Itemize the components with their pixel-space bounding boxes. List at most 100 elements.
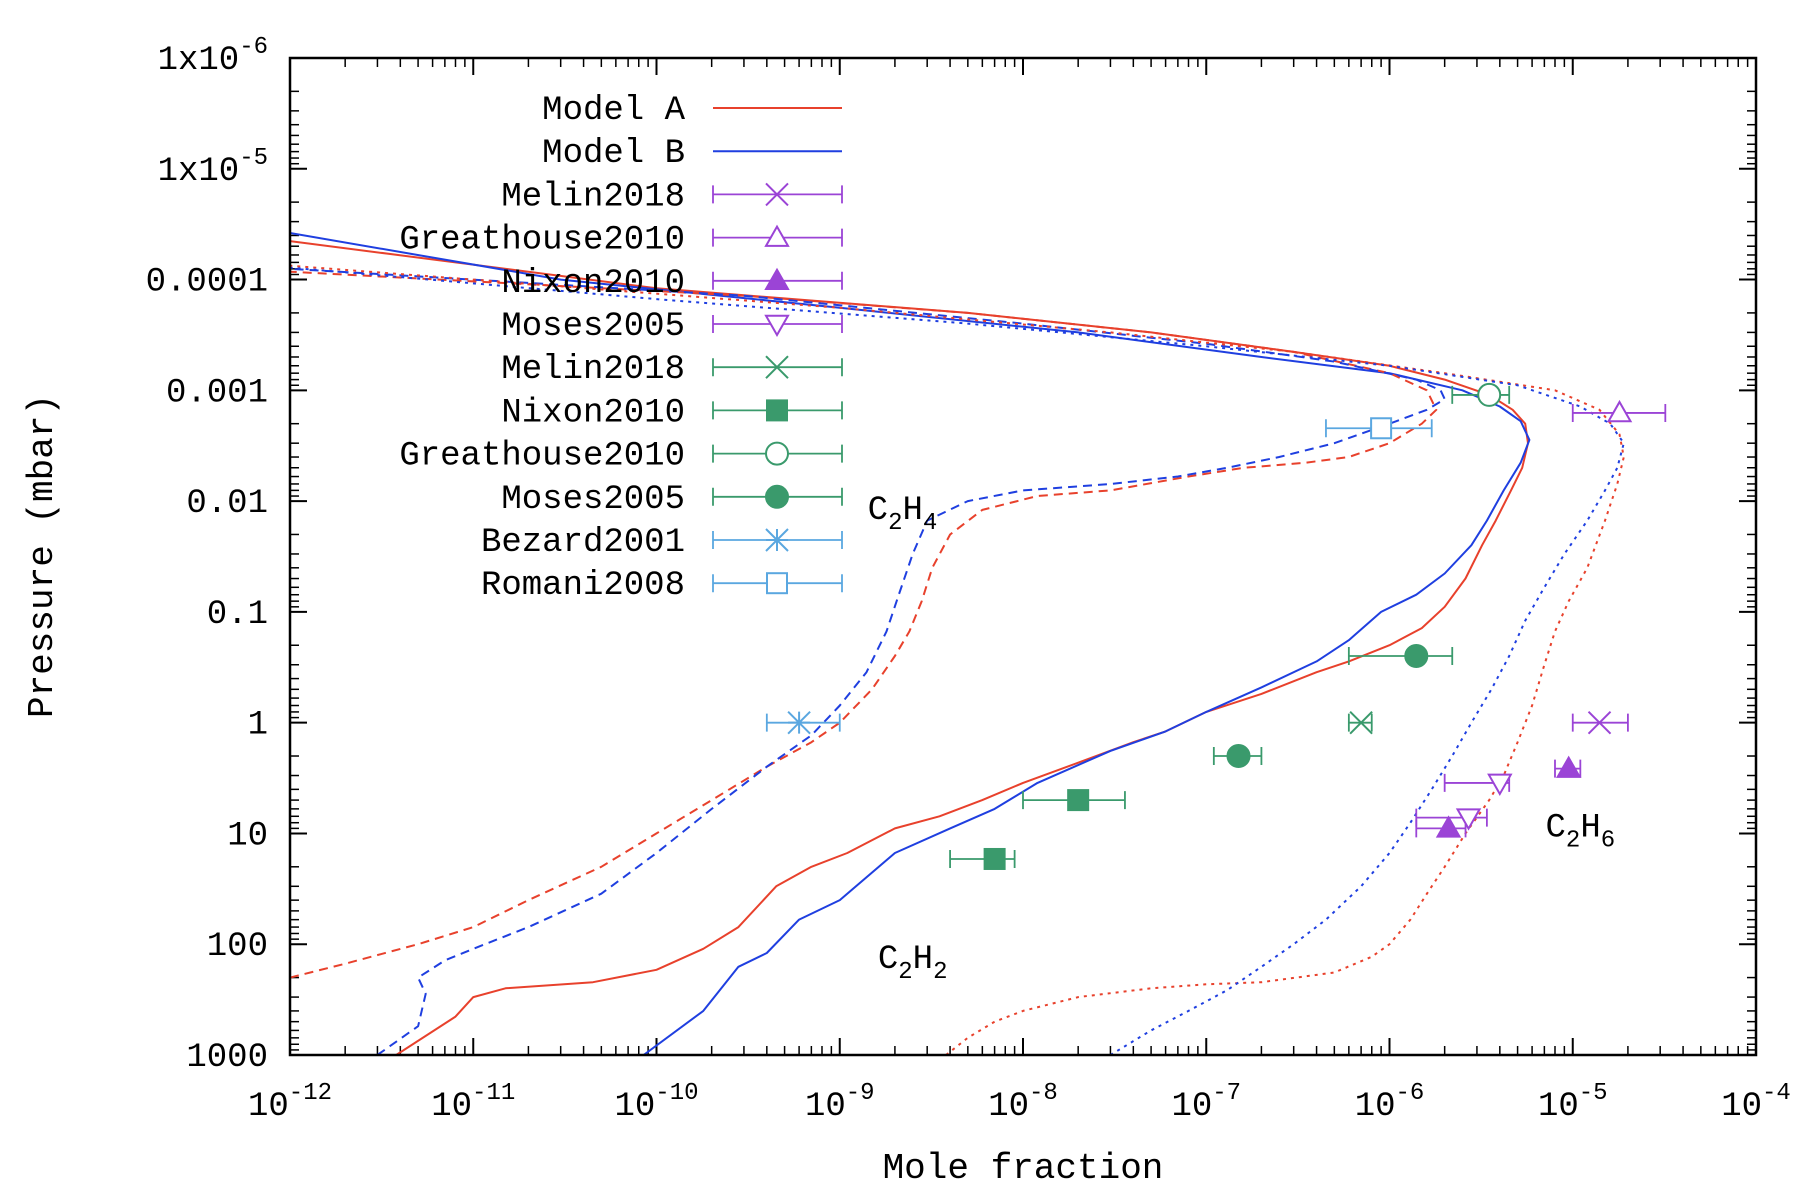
legend-label: Moses2005 <box>501 481 685 519</box>
marker-circle <box>765 441 789 466</box>
legend-entry: Moses2005 <box>501 308 843 346</box>
plot-background <box>290 58 1756 1055</box>
marker-square <box>766 399 788 422</box>
marker-asterisk <box>765 528 789 552</box>
legend-entry: Melin2018 <box>501 351 843 389</box>
legend-marker <box>764 224 790 247</box>
marker-square <box>766 572 788 595</box>
legend-entry: Model A <box>542 92 842 130</box>
data-point <box>1404 643 1429 668</box>
legend-marker <box>765 484 789 509</box>
x-tick-label: 10-7 <box>1171 1080 1241 1126</box>
obs-moses2005-c2h6 <box>1415 773 1513 831</box>
obs-moses2005-c2h2 <box>1212 643 1454 769</box>
legend-entry: Greathouse2010 <box>399 222 843 260</box>
y-axis-title: Pressure (mbar) <box>22 394 63 718</box>
legend-marker <box>766 572 788 595</box>
marker-triangle-down <box>1487 773 1513 796</box>
data-point <box>1067 789 1090 812</box>
marker-square <box>1370 417 1393 440</box>
species-label: C2H2 <box>878 941 948 986</box>
marker-square <box>1067 789 1090 812</box>
marker-cross <box>1587 710 1612 735</box>
marker-triangle <box>764 224 790 247</box>
legend-marker <box>765 355 789 379</box>
data-point <box>1226 744 1251 769</box>
y-tick-label: 0.1 <box>207 596 268 634</box>
marker-triangle <box>1435 815 1462 838</box>
obs-nixon2010-c2h2 <box>949 789 1126 870</box>
marker-triangle <box>1555 755 1582 778</box>
legend-entry: Moses2005 <box>501 481 843 519</box>
legend-entry: Model B <box>542 135 842 173</box>
marker-cross <box>765 355 789 379</box>
curve-model-a-c2h6 <box>290 264 1625 1055</box>
marker-asterisk <box>787 710 811 735</box>
legend-entry: Romani2008 <box>481 567 843 605</box>
x-tick-label: 10-6 <box>1355 1080 1425 1126</box>
minor-ticks <box>290 58 1756 1055</box>
marker-triangle <box>1606 399 1633 423</box>
observations <box>765 382 1667 870</box>
obs-nixon2010-c2h6 <box>1415 755 1582 838</box>
data-point <box>1349 710 1373 735</box>
obs-bezard2001-c2h4 <box>765 710 841 735</box>
data-point <box>1555 755 1582 778</box>
legend-entry: Nixon2010 <box>501 394 843 432</box>
species-labels: C2H4 C2H2 C2H6 <box>868 492 1615 986</box>
data-point <box>1435 815 1462 838</box>
x-tick-label: 10-10 <box>614 1080 698 1126</box>
x-tick-label: 10-4 <box>1721 1080 1791 1126</box>
x-axis-title: Mole fraction <box>883 1148 1164 1189</box>
species-label: C2H6 <box>1546 810 1616 855</box>
marker-square <box>983 847 1006 870</box>
x-tick-labels: 10-12 10-11 10-10 10-9 10-8 10-7 10-6 10-5 10-4 <box>248 1080 1791 1126</box>
marker-circle <box>1404 643 1429 668</box>
data-point <box>1455 808 1482 831</box>
data-point <box>1587 710 1612 735</box>
model-curves <box>290 232 1625 1055</box>
y-tick-labels: 1x10-6 1x10-5 0.0001 0.001 0.01 0.1 1 10 100 1000 <box>146 34 268 1077</box>
y-tick-label: 0.0001 <box>146 264 268 302</box>
y-tick-label: 1000 <box>186 1039 268 1077</box>
legend-label: Nixon2010 <box>501 394 685 432</box>
curve-model-a <box>290 240 1529 1055</box>
marker-triangle-down <box>764 314 790 338</box>
y-tick-label: 0.01 <box>186 485 268 523</box>
legend-label: Greathouse2010 <box>399 222 685 260</box>
y-tick-label: 1x10-5 <box>158 145 268 191</box>
legend-label: Melin2018 <box>501 351 685 389</box>
data-point <box>787 710 811 735</box>
legend-label: Romani2008 <box>481 567 685 605</box>
marker-cross <box>765 182 789 207</box>
legend-label: Bezard2001 <box>481 524 685 562</box>
legend-label: Nixon2010 <box>501 265 685 303</box>
curve-model-a-c2h4 <box>290 270 1438 979</box>
legend-label: Melin2018 <box>501 178 685 216</box>
y-tick-label: 10 <box>227 817 268 855</box>
curve-model-b-c2h4 <box>290 267 1446 1055</box>
obs-greathouse2010-c2h6 <box>1571 399 1667 423</box>
y-tick-label: 0.001 <box>166 374 268 412</box>
y-tick-label: 1 <box>248 707 268 745</box>
legend-marker <box>765 182 789 207</box>
marker-triangle-down <box>1455 808 1482 831</box>
legend-entry: Melin2018 <box>501 178 843 216</box>
marker-circle <box>765 484 789 509</box>
marker-circle <box>1226 744 1251 769</box>
x-tick-label: 10-12 <box>248 1080 332 1126</box>
legend-entry: Nixon2010 <box>501 265 843 303</box>
legend-label: Model B <box>542 135 685 173</box>
legend-label: Moses2005 <box>501 308 685 346</box>
legend-entry: Greathouse2010 <box>399 438 843 476</box>
legend-marker <box>766 399 788 422</box>
legend-marker <box>764 267 790 291</box>
legend-marker <box>764 314 790 338</box>
legend-label: Greathouse2010 <box>399 438 685 476</box>
x-tick-label: 10-11 <box>431 1080 515 1126</box>
obs-romani2008-c2h4 <box>1325 417 1433 440</box>
marker-triangle <box>764 267 790 291</box>
y-tick-label: 100 <box>207 928 268 966</box>
x-tick-label: 10-9 <box>805 1080 875 1126</box>
